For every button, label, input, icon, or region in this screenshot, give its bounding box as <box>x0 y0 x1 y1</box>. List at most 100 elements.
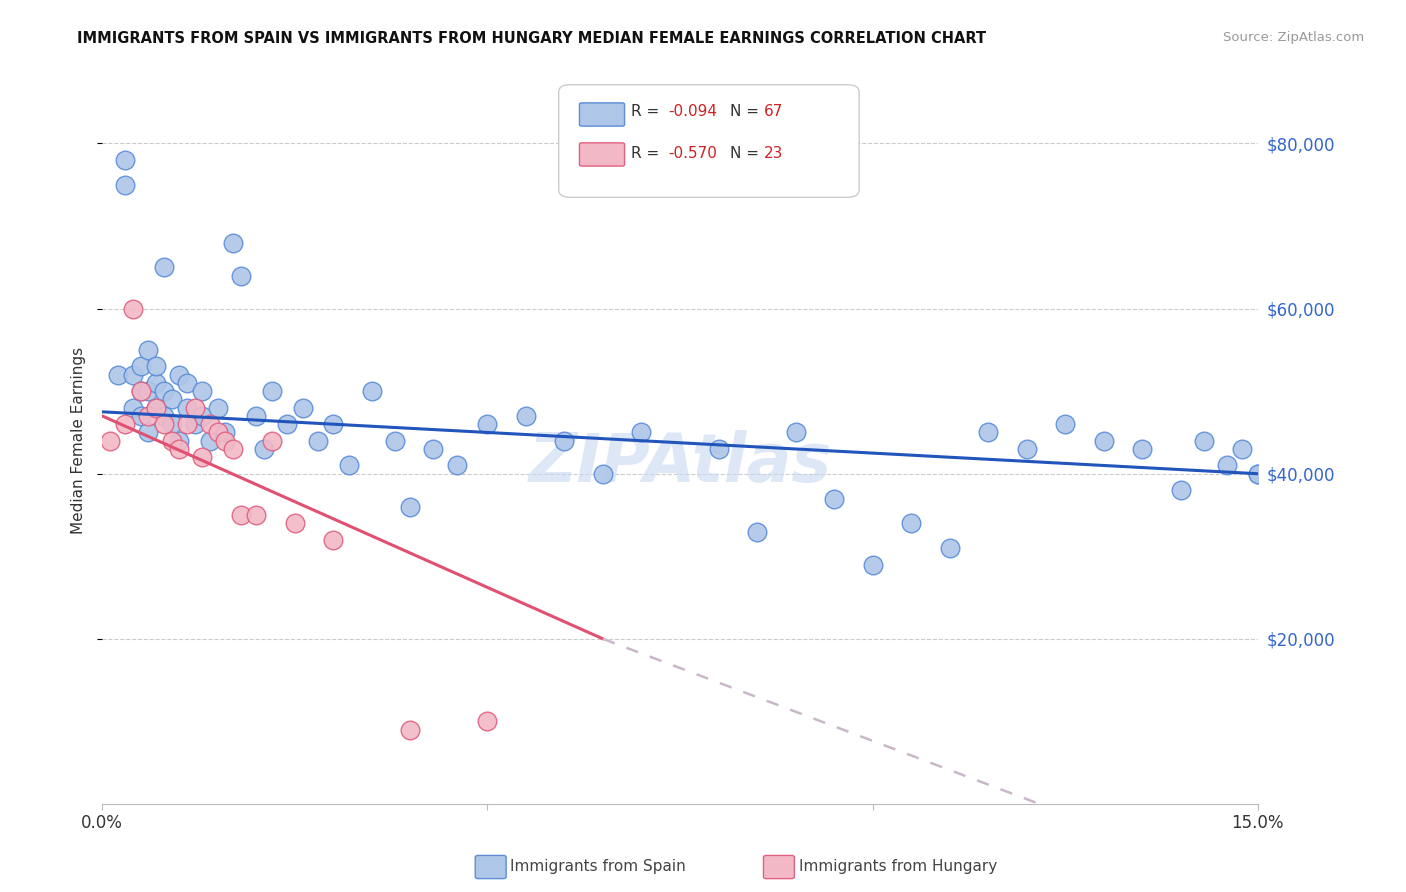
Point <box>253 442 276 456</box>
FancyBboxPatch shape <box>579 143 624 166</box>
Point <box>145 359 167 374</box>
Text: -0.094: -0.094 <box>668 104 717 120</box>
Point <box>129 409 152 423</box>
Point <box>129 359 152 374</box>
Point <box>422 442 444 456</box>
Point <box>1170 483 1192 498</box>
Point <box>167 368 190 382</box>
Point <box>1092 434 1115 448</box>
Point <box>176 401 198 415</box>
Point <box>245 508 267 522</box>
Point <box>145 376 167 390</box>
Point <box>167 434 190 448</box>
Point <box>823 491 845 506</box>
Point <box>1130 442 1153 456</box>
Point <box>138 384 160 399</box>
Point <box>122 368 145 382</box>
Point <box>122 301 145 316</box>
Text: N =: N = <box>730 145 763 161</box>
Point <box>191 450 214 465</box>
Point <box>207 401 229 415</box>
Point <box>114 417 136 432</box>
Text: R =: R = <box>631 145 665 161</box>
Point <box>191 409 214 423</box>
Text: Immigrants from Spain: Immigrants from Spain <box>510 859 686 873</box>
Point <box>114 178 136 192</box>
Text: Source: ZipAtlas.com: Source: ZipAtlas.com <box>1223 31 1364 45</box>
Point <box>785 425 807 440</box>
Point <box>198 434 221 448</box>
Point <box>515 409 537 423</box>
Point <box>129 384 152 399</box>
Point <box>1054 417 1077 432</box>
Point <box>229 508 252 522</box>
Point <box>107 368 129 382</box>
Text: N =: N = <box>730 104 763 120</box>
Point <box>160 417 183 432</box>
Point <box>245 409 267 423</box>
Point <box>222 235 245 250</box>
Point <box>98 434 121 448</box>
Point <box>399 723 422 737</box>
Point <box>630 425 652 440</box>
Text: 67: 67 <box>765 104 783 120</box>
Point <box>129 384 152 399</box>
Text: -0.570: -0.570 <box>668 145 717 161</box>
Point <box>183 401 205 415</box>
Point <box>337 458 360 473</box>
Point <box>477 714 499 729</box>
Point <box>291 401 314 415</box>
Point <box>745 524 768 539</box>
Point <box>153 417 176 432</box>
Point <box>862 558 884 572</box>
Point <box>1216 458 1239 473</box>
Point <box>145 401 167 415</box>
Point <box>191 384 214 399</box>
FancyBboxPatch shape <box>558 85 859 197</box>
Point <box>138 409 160 423</box>
Text: Immigrants from Hungary: Immigrants from Hungary <box>799 859 997 873</box>
Point <box>977 425 1000 440</box>
Point <box>707 442 730 456</box>
Point <box>1015 442 1038 456</box>
Point <box>477 417 499 432</box>
Point <box>145 401 167 415</box>
Point <box>260 384 283 399</box>
Point <box>160 434 183 448</box>
Point <box>153 409 176 423</box>
Point <box>176 376 198 390</box>
Point <box>276 417 298 432</box>
Point <box>122 401 145 415</box>
Point <box>183 417 205 432</box>
Point <box>153 384 176 399</box>
Text: R =: R = <box>631 104 665 120</box>
Point <box>198 417 221 432</box>
Point <box>384 434 406 448</box>
Point <box>207 425 229 440</box>
Point <box>322 417 344 432</box>
Point <box>214 434 236 448</box>
Text: IMMIGRANTS FROM SPAIN VS IMMIGRANTS FROM HUNGARY MEDIAN FEMALE EARNINGS CORRELAT: IMMIGRANTS FROM SPAIN VS IMMIGRANTS FROM… <box>77 31 987 46</box>
Point <box>592 467 614 481</box>
Point <box>229 268 252 283</box>
Point <box>360 384 382 399</box>
Point <box>938 541 960 555</box>
Point <box>114 153 136 167</box>
Point <box>138 343 160 357</box>
Point <box>176 417 198 432</box>
Point <box>1247 467 1270 481</box>
Point <box>446 458 468 473</box>
Text: 23: 23 <box>765 145 783 161</box>
Point <box>214 425 236 440</box>
Point <box>222 442 245 456</box>
Text: ZIPAtlas: ZIPAtlas <box>529 430 831 496</box>
Point <box>307 434 329 448</box>
Point <box>553 434 575 448</box>
Point <box>900 516 922 531</box>
Point <box>138 425 160 440</box>
Point <box>399 500 422 514</box>
Point <box>160 392 183 407</box>
Point <box>322 533 344 547</box>
FancyBboxPatch shape <box>579 103 624 126</box>
Point <box>1192 434 1215 448</box>
